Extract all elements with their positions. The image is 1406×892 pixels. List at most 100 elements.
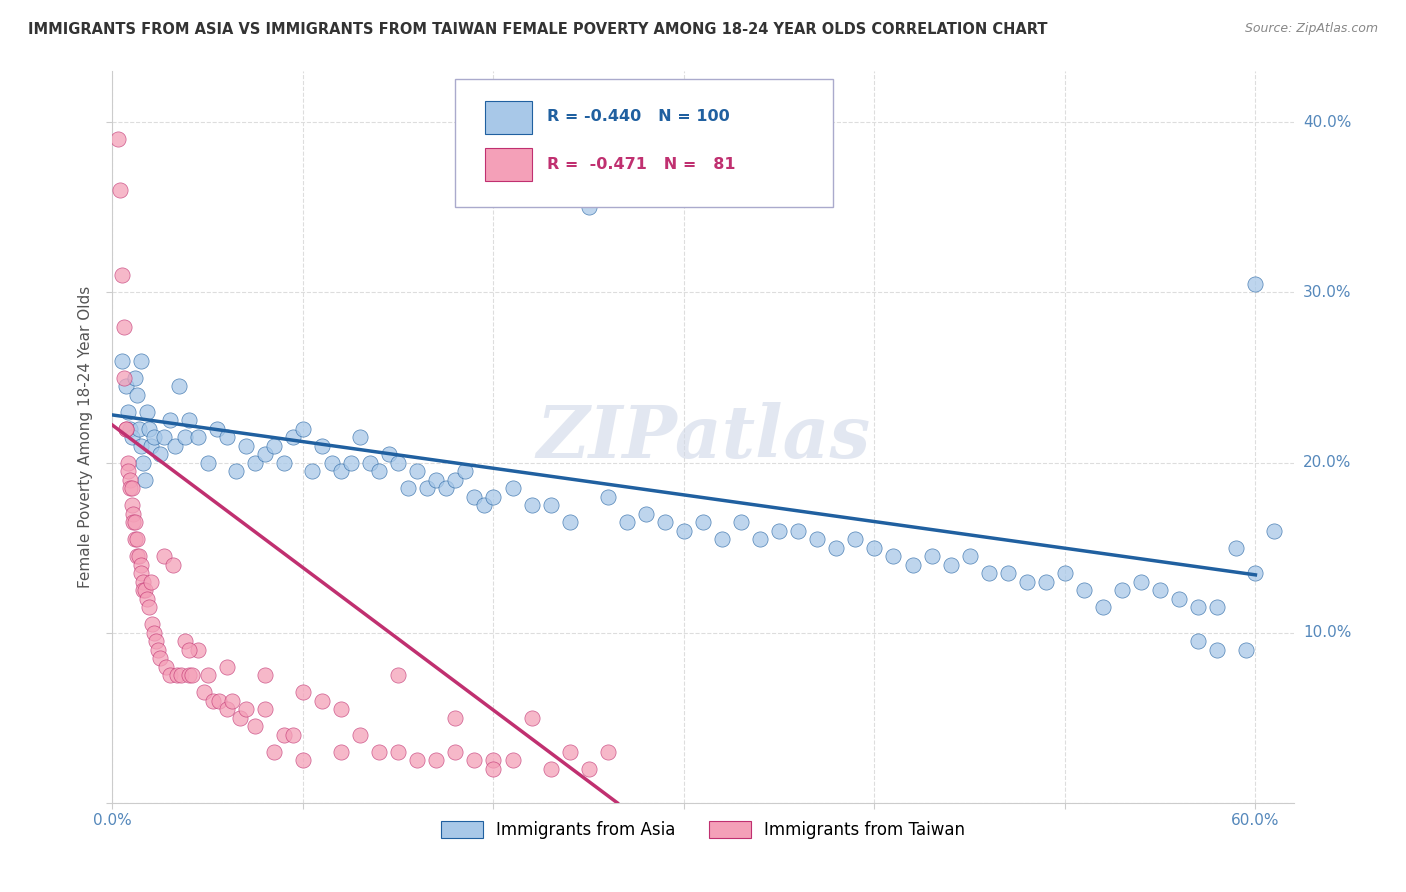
Point [215,430,238,444]
Point [1111,583,1133,598]
Point [502,753,524,767]
Point [311,439,333,453]
Point [127,387,149,401]
Point [558,515,581,529]
Point [654,515,676,529]
Point [149,447,172,461]
Point [177,668,200,682]
Point [844,532,866,546]
Point [111,353,134,368]
Point [692,515,714,529]
Point [502,481,524,495]
Point [121,430,143,444]
Point [273,456,295,470]
Point [124,370,146,384]
Point [425,473,447,487]
Point [283,430,305,444]
Point [166,668,188,682]
Point [118,481,141,495]
Point [165,439,187,453]
Point [143,625,166,640]
Point [138,421,160,435]
Point [129,439,152,453]
Legend: Immigrants from Asia, Immigrants from Taiwan: Immigrants from Asia, Immigrants from Ta… [434,814,972,846]
Point [208,694,231,708]
Point [181,668,204,682]
Point [135,591,157,606]
Point [634,507,657,521]
Text: Source: ZipAtlas.com: Source: ZipAtlas.com [1244,22,1378,36]
Point [330,464,353,478]
Point [114,421,136,435]
Point [1035,574,1057,589]
Point [112,370,135,384]
Point [1187,600,1209,615]
Point [159,668,181,682]
Point [207,421,229,435]
Point [221,694,243,708]
Point [117,404,139,418]
Point [245,456,267,470]
Point [253,668,276,682]
Point [121,498,143,512]
Point [301,464,323,478]
Point [291,421,314,435]
Point [149,651,172,665]
Point [177,413,200,427]
Point [263,439,285,453]
Point [193,685,215,699]
Point [215,702,238,716]
FancyBboxPatch shape [485,101,531,134]
Point [138,600,160,615]
Point [596,490,619,504]
Point [129,566,152,581]
Point [153,430,176,444]
Point [321,456,343,470]
Point [197,668,219,682]
Point [215,659,238,673]
Point [145,634,167,648]
Point [117,464,139,478]
Point [135,404,157,418]
Point [672,524,695,538]
Point [444,473,467,487]
Point [444,711,467,725]
Point [1234,642,1257,657]
Point [768,524,790,538]
Point [349,728,371,742]
Point [387,456,409,470]
Point [901,558,924,572]
Point [170,668,193,682]
Point [339,456,361,470]
Point [107,132,129,146]
Point [882,549,904,563]
Point [117,456,139,470]
Point [139,574,162,589]
Point [134,583,156,598]
Point [749,532,772,546]
Point [482,490,505,504]
Point [711,532,734,546]
Text: 20.0%: 20.0% [1303,455,1351,470]
Point [122,515,145,529]
FancyBboxPatch shape [456,78,832,207]
Point [1053,566,1076,581]
Point [235,702,257,716]
Point [939,558,962,572]
Point [806,532,828,546]
Point [225,464,247,478]
Point [1015,574,1038,589]
Point [311,694,333,708]
Point [368,464,391,478]
Point [578,201,600,215]
Point [387,668,409,682]
Point [472,498,495,512]
Point [330,745,353,759]
Point [148,642,170,657]
Point [132,583,155,598]
Point [1206,600,1229,615]
Point [349,430,371,444]
Point [141,617,163,632]
Point [558,745,581,759]
Point [416,481,439,495]
